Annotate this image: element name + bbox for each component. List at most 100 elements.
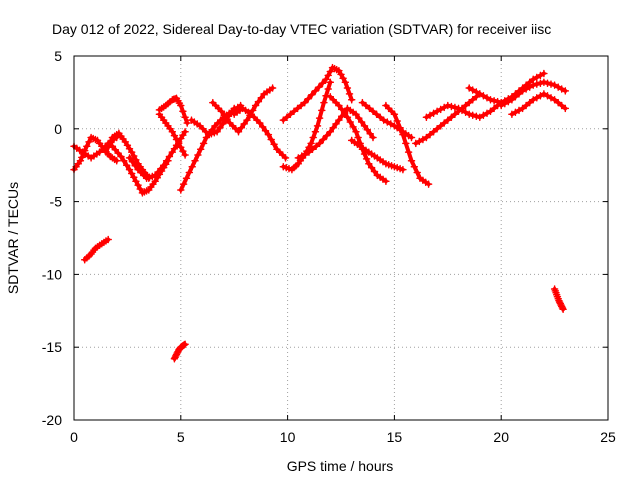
y-tick-label: 5 <box>54 48 62 64</box>
series-arc-20 <box>382 101 433 188</box>
data-point-marker <box>382 159 390 168</box>
data-point-marker <box>243 116 251 124</box>
data-point-marker <box>229 122 237 130</box>
data-point-marker <box>413 168 421 177</box>
data-point-marker <box>136 185 144 193</box>
data-point-marker <box>332 98 340 107</box>
data-point-marker <box>357 118 366 126</box>
data-point-marker <box>290 107 298 116</box>
data-point-marker <box>390 162 399 171</box>
data-point-marker <box>261 126 270 135</box>
data-point-marker <box>369 107 377 116</box>
data-point-marker <box>339 74 347 83</box>
data-point-marker <box>376 113 384 121</box>
data-point-marker <box>213 127 221 136</box>
series-arc-25 <box>508 90 570 118</box>
data-point-marker <box>181 127 189 136</box>
data-point-marker <box>154 168 162 176</box>
data-point-marker <box>529 81 537 89</box>
y-tick-label: -10 <box>42 266 62 282</box>
data-point-marker <box>436 122 445 130</box>
data-point-marker <box>468 95 477 104</box>
data-point-marker <box>337 105 346 114</box>
data-point-marker <box>540 78 548 86</box>
data-point-marker <box>216 124 224 132</box>
data-point-marker <box>347 95 356 104</box>
data-point-marker <box>345 90 354 98</box>
data-point-marker <box>318 79 327 87</box>
data-point-marker <box>217 107 226 116</box>
data-point-marker <box>145 173 154 182</box>
data-point-marker <box>188 162 196 171</box>
data-point-marker <box>85 138 93 146</box>
data-point-marker <box>369 133 377 142</box>
data-point-marker <box>231 125 240 133</box>
data-point-marker <box>493 97 502 106</box>
data-point-marker <box>157 164 165 173</box>
data-point-marker <box>522 101 530 110</box>
data-point-marker <box>309 133 317 142</box>
data-point-marker <box>108 142 117 151</box>
series-arc-14 <box>279 78 335 174</box>
data-point-marker <box>196 145 205 153</box>
series-arc-07 <box>155 94 191 127</box>
data-point-marker <box>128 158 137 166</box>
data-point-marker <box>311 87 320 95</box>
data-point-marker <box>424 180 433 188</box>
data-point-marker <box>315 114 324 122</box>
data-point-marker <box>258 123 267 131</box>
data-point-marker <box>508 95 516 104</box>
y-axis-label: SDTVAR / TECUs <box>5 182 21 294</box>
data-point-marker <box>257 93 266 102</box>
data-point-marker <box>324 71 332 80</box>
series-arc-16 <box>294 104 377 162</box>
data-point-marker <box>125 154 134 162</box>
data-point-marker <box>349 123 357 131</box>
data-point-marker <box>127 169 136 178</box>
data-point-marker <box>130 173 138 182</box>
data-point-marker <box>122 161 131 169</box>
series-arc-12 <box>209 84 277 136</box>
data-point-marker <box>354 133 362 142</box>
data-point-marker <box>307 139 315 148</box>
data-point-marker <box>396 164 404 173</box>
y-tick-label: -15 <box>42 339 62 355</box>
data-point-marker <box>130 152 138 160</box>
data-point-marker <box>320 98 328 107</box>
data-point-marker <box>172 135 181 144</box>
data-point-marker <box>181 340 189 349</box>
data-point-marker <box>326 67 335 76</box>
series-arc-13 <box>230 104 290 162</box>
data-point-marker <box>199 139 208 148</box>
data-point-marker <box>191 157 199 165</box>
data-point-marker <box>313 122 322 130</box>
data-point-marker <box>106 138 115 147</box>
data-point-marker <box>472 112 481 120</box>
series-track <box>210 86 275 134</box>
data-point-marker <box>286 110 295 118</box>
data-point-marker <box>179 147 187 155</box>
data-point-marker <box>550 95 559 104</box>
series-arc-08 <box>155 110 189 159</box>
data-point-marker <box>399 165 407 174</box>
data-point-marker <box>254 97 263 106</box>
data-point-marker <box>279 116 288 124</box>
data-point-marker <box>543 79 552 87</box>
data-point-marker <box>465 98 473 107</box>
data-point-marker <box>131 161 139 170</box>
data-point-marker <box>177 101 185 110</box>
data-point-marker <box>337 112 346 120</box>
data-point-marker <box>170 131 179 140</box>
data-point-marker <box>447 113 456 121</box>
data-point-marker <box>451 110 459 118</box>
data-point-marker <box>209 98 217 107</box>
data-point-marker <box>181 151 189 159</box>
data-point-marker <box>335 66 343 75</box>
data-point-marker <box>326 78 335 86</box>
data-point-marker <box>547 80 555 88</box>
data-point-marker <box>382 177 390 185</box>
data-point-marker <box>132 177 140 185</box>
data-point-marker <box>343 113 352 121</box>
data-point-marker <box>362 155 371 163</box>
data-point-marker <box>393 163 401 172</box>
